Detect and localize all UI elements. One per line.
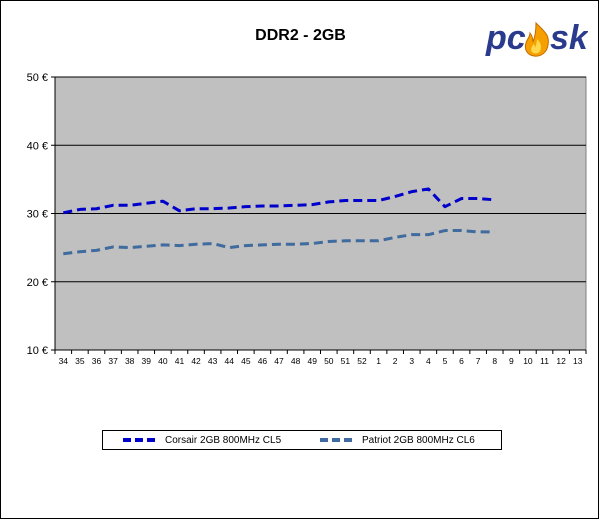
x-tick-label: 5 <box>443 356 448 366</box>
x-tick-label: 2 <box>393 356 398 366</box>
x-tick-label: 39 <box>142 356 152 366</box>
y-tick-label: 20 € <box>27 277 48 289</box>
x-tick-label: 34 <box>59 356 69 366</box>
x-tick-label: 45 <box>241 356 251 366</box>
x-tick-label: 51 <box>341 356 351 366</box>
x-tick-label: 1 <box>376 356 381 366</box>
y-axis-labels: 10 € 20 € 30 € 40 € 50 € <box>27 72 48 357</box>
x-tick-label: 50 <box>324 356 334 366</box>
x-tick-label: 40 <box>158 356 168 366</box>
x-tick-label: 38 <box>125 356 135 366</box>
y-tick-label: 40 € <box>27 140 48 152</box>
x-tick-label: 43 <box>208 356 218 366</box>
x-tick-label: 7 <box>476 356 481 366</box>
x-tick-label: 48 <box>291 356 301 366</box>
y-tick-label: 50 € <box>27 72 48 84</box>
x-tick-label: 9 <box>509 356 514 366</box>
chart-legend: Corsair 2GB 800MHz CL5 Patriot 2GB 800MH… <box>102 430 502 450</box>
x-axis-labels: 34 35 36 37 38 39 40 41 42 43 44 45 46 47 48 49 50 51 52 1 2… <box>59 356 583 366</box>
y-tick-label: 30 € <box>27 209 48 221</box>
x-tick-label: 6 <box>459 356 464 366</box>
line-chart: 10 €20 €30 €40 €50 € 34 35 36 37 38 39 40 41 42 4… <box>27 72 587 366</box>
x-tick-label: 35 <box>75 356 85 366</box>
x-tick-label: 52 <box>357 356 367 366</box>
legend-item-patriot: Patriot 2GB 800MHz CL6 <box>320 434 475 447</box>
legend-label-corsair: Corsair 2GB 800MHz CL5 <box>165 435 282 446</box>
legend-swatch-patriot <box>320 438 356 443</box>
logo-text-right: sk <box>550 19 588 57</box>
series-line-0 <box>62 187 495 215</box>
legend-swatch-corsair <box>123 438 159 443</box>
x-tick-label: 49 <box>307 356 317 366</box>
flame-icon <box>524 21 549 57</box>
x-tick-label: 47 <box>274 356 284 366</box>
x-tick-label: 41 <box>175 356 185 366</box>
series-line-1 <box>63 229 495 256</box>
x-tick-label: 11 <box>540 356 549 366</box>
x-tick-label: 36 <box>92 356 102 366</box>
x-tick-label: 8 <box>492 356 497 366</box>
legend-item-corsair: Corsair 2GB 800MHz CL5 <box>123 434 281 447</box>
x-tick-label: 3 <box>409 356 414 366</box>
logo-text-left: pc <box>485 19 526 57</box>
x-tick-label: 4 <box>426 356 431 366</box>
x-tick-label: 10 <box>523 356 533 366</box>
pcsk-logo: pc sk <box>485 19 588 57</box>
x-tick-label: 12 <box>556 356 566 366</box>
x-tick-label: 44 <box>225 356 235 366</box>
x-tick-label: 37 <box>108 356 118 366</box>
chart-title: DDR2 - 2GB <box>255 27 346 44</box>
y-tick-label: 10 € <box>27 345 48 357</box>
x-tick-label: 42 <box>191 356 201 366</box>
plot-area <box>51 76 587 354</box>
x-tick-label: 46 <box>258 356 268 366</box>
x-tick-label: 13 <box>573 356 583 366</box>
legend-label-patriot: Patriot 2GB 800MHz CL6 <box>362 435 475 446</box>
